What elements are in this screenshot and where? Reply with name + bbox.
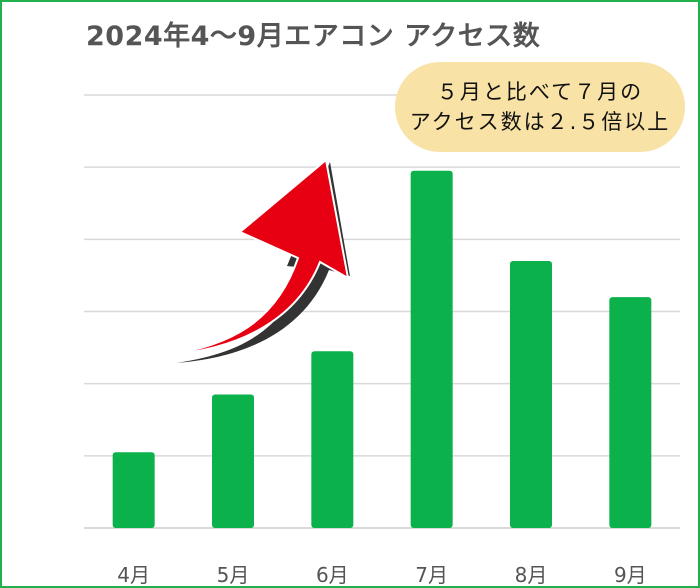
bar-9月 bbox=[609, 297, 652, 528]
bars bbox=[112, 170, 652, 528]
bar-7月 bbox=[410, 170, 453, 528]
bar-8月 bbox=[510, 260, 552, 528]
x-tick-label: 5月 bbox=[217, 563, 250, 587]
bar-5月 bbox=[212, 394, 254, 528]
arrow-up-right-icon bbox=[165, 158, 350, 363]
x-tick-label: 4月 bbox=[117, 563, 150, 587]
callout-bubble: ５月と比べて７月の アクセス数は２.５倍以上 bbox=[395, 62, 685, 152]
gridlines bbox=[84, 94, 680, 529]
bar-4月 bbox=[112, 452, 155, 528]
callout-line-1: ５月と比べて７月の bbox=[436, 80, 644, 104]
x-tick-labels: 4月 5月 6月 7月 8月 9月 bbox=[117, 563, 646, 587]
x-tick-label: 6月 bbox=[316, 563, 349, 587]
chart-title: 2024年4〜9月エアコン アクセス数 bbox=[86, 21, 541, 52]
callout-line-2: アクセス数は２.５倍以上 bbox=[409, 110, 671, 134]
bar-6月 bbox=[311, 351, 354, 528]
x-tick-label: 8月 bbox=[515, 563, 548, 587]
x-tick-label: 9月 bbox=[614, 563, 647, 587]
x-tick-label: 7月 bbox=[415, 563, 448, 587]
